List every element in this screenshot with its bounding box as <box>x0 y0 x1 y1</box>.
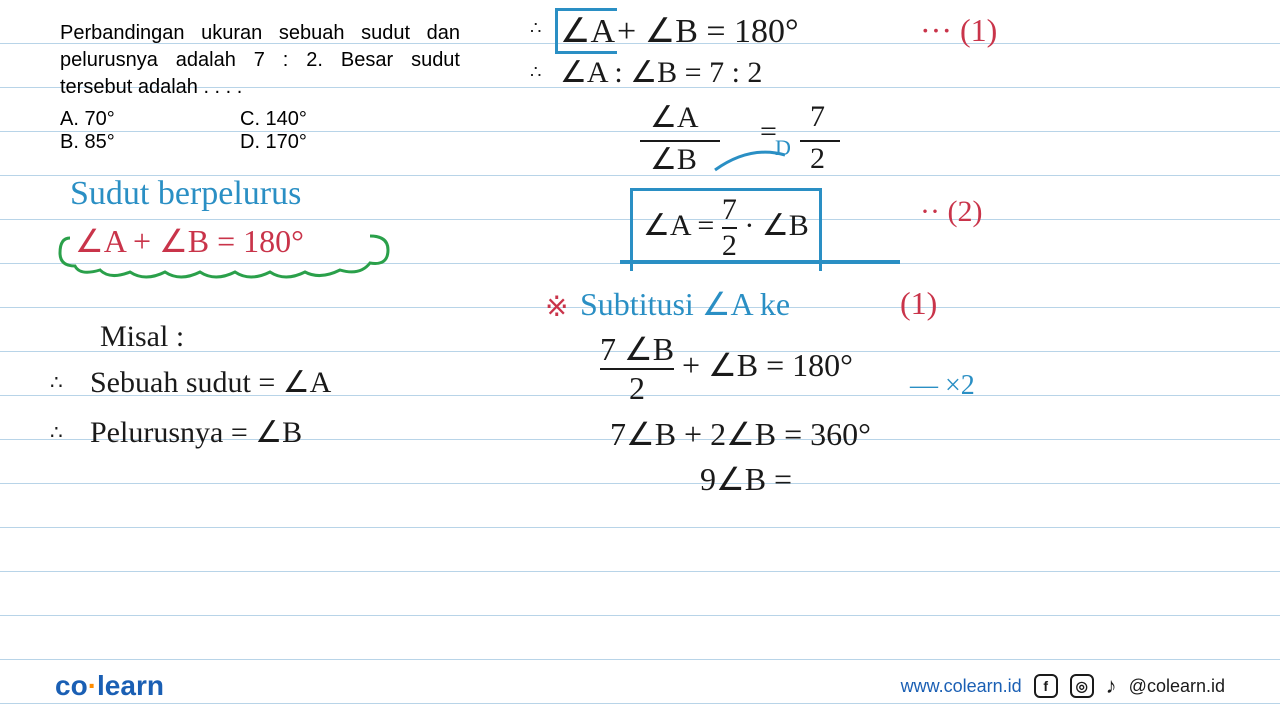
option-c: C. 140° <box>240 108 420 131</box>
logo-co: co <box>55 670 88 701</box>
logo: co·learn <box>55 670 164 702</box>
sub-text: Subtitusi ∠A ke <box>580 285 790 323</box>
eq4-numer: 7 ∠B <box>600 331 674 367</box>
logo-dot: · <box>88 670 97 701</box>
eq3-box: ∠A = 72 · ∠B <box>630 188 822 271</box>
eq2: ∠A : ∠B = 7 : 2 <box>560 55 762 90</box>
footer-url[interactable]: www.colearn.id <box>901 676 1022 697</box>
tiktok-icon[interactable]: ♪ <box>1106 673 1117 699</box>
eq3-underline <box>620 260 900 264</box>
eq6: 9∠B = <box>700 460 792 498</box>
frac-right-top: 7 <box>810 100 825 134</box>
frac-left-bot: ∠B <box>650 142 697 177</box>
logo-learn: learn <box>97 670 164 701</box>
sub-ref: (1) <box>900 285 937 322</box>
frac-left-top: ∠A <box>650 100 699 135</box>
line2-prefix: ∴ <box>50 420 63 445</box>
note-formula: ∠A + ∠B = 180° <box>75 222 304 260</box>
question-text: Perbandingan ukuran sebuah sudut dan pel… <box>60 20 460 101</box>
times2: — ×2 <box>910 370 975 402</box>
option-d: D. 170° <box>240 131 420 154</box>
frac-line-left <box>640 140 720 142</box>
frac-line-right <box>800 140 840 142</box>
eq4-denom: 2 <box>600 368 674 407</box>
sub-star: ※ <box>545 290 568 324</box>
eq1-label: ··· (1) <box>920 12 997 49</box>
misal-label: Misal : <box>100 320 184 354</box>
line1-prefix: ∴ <box>50 370 63 395</box>
option-b: B. 85° <box>60 131 240 154</box>
frac-right-bot: 2 <box>810 142 825 176</box>
option-a: A. 70° <box>60 108 240 131</box>
eq4-right: + ∠B = 180° <box>682 347 853 383</box>
line1-text: Sebuah sudut = ∠A <box>90 365 331 400</box>
eq1: ∠A+ ∠B = 180° <box>555 8 799 54</box>
eq2-prefix: ∴ <box>530 62 541 83</box>
instagram-icon[interactable]: ◎ <box>1070 674 1094 698</box>
eq5: 7∠B + 2∠B = 360° <box>610 415 871 453</box>
eq1-prefix: ∴ <box>530 18 541 39</box>
line2-text: Pelurusnya = ∠B <box>90 415 302 450</box>
facebook-icon[interactable]: f <box>1034 674 1058 698</box>
footer: co·learn www.colearn.id f ◎ ♪ @colearn.i… <box>0 670 1280 702</box>
eq3-label: ·· (2) <box>920 195 982 229</box>
question-options: A. 70° C. 140° B. 85° D. 170° <box>60 108 420 154</box>
footer-handle[interactable]: @colearn.id <box>1129 676 1225 697</box>
footer-right: www.colearn.id f ◎ ♪ @colearn.id <box>901 673 1225 699</box>
note-title: Sudut berpelurus <box>70 175 301 213</box>
eq4: 7 ∠B 2 + ∠B = 180° <box>600 330 853 407</box>
curve-label: D <box>775 135 791 161</box>
